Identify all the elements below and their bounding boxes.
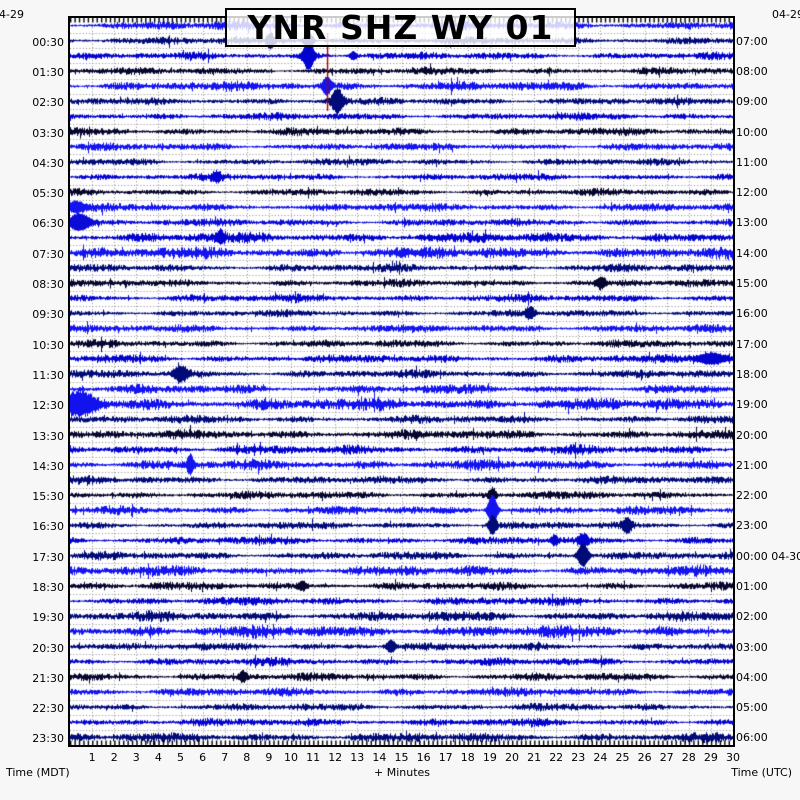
minute-tick-label: 13 [350, 751, 365, 764]
minute-tick-label: 7 [221, 751, 229, 764]
station-title-box: YNR SHZ WY 01 [225, 8, 576, 47]
right-time-label-utc: 05:00 [736, 701, 768, 715]
minute-tick-label: 5 [177, 751, 184, 764]
minute-tick-label: 27 [659, 751, 674, 764]
minute-tick-label: 10 [284, 751, 298, 764]
minute-tick-label: 28 [681, 751, 696, 764]
minute-tick-label: 30 [726, 751, 740, 764]
left-time-label-mdt: 09:30 [32, 308, 64, 322]
left-time-label-mdt: 22:30 [32, 702, 64, 716]
left-time-label-mdt: 18:30 [32, 580, 64, 594]
left-time-label-mdt: 23:30 [32, 732, 64, 746]
left-time-label-mdt: 16:30 [32, 520, 64, 534]
left-time-label-mdt: 19:30 [32, 611, 64, 625]
left-time-label-mdt: 12:30 [32, 399, 64, 413]
minute-tick-label: 16 [416, 751, 431, 764]
left-time-label-mdt: 10:30 [32, 338, 64, 352]
right-time-label-utc: 10:00 [736, 125, 768, 139]
right-time-label-utc: 19:00 [736, 398, 768, 412]
minute-tick-label: 12 [328, 751, 343, 764]
right-time-label-utc: 08:00 [736, 65, 768, 78]
right-time-label-utc: 16:00 [736, 307, 768, 321]
left-time-label-mdt: 17:30 [32, 550, 64, 564]
right-time-label-utc: 13:00 [736, 216, 768, 230]
left-time-label-mdt: 03:30 [32, 126, 64, 140]
minute-tick-label: 8 [243, 751, 251, 764]
right-time-label-utc: 21:00 [736, 458, 768, 472]
minute-tick-label: 6 [199, 751, 207, 764]
right-time-label-utc: 17:00 [736, 337, 768, 351]
minute-tick-label: 2 [110, 751, 118, 764]
minute-tick-label: 1 [88, 751, 96, 764]
right-time-label-utc: 09:00 [736, 95, 768, 109]
minute-tick-label: 4 [154, 751, 162, 764]
date-top-right: 04-29 [772, 8, 800, 21]
left-axis-caption: Time (MDT) [6, 766, 70, 779]
left-time-label-mdt: 11:30 [32, 368, 64, 382]
left-time-label-mdt: 02:30 [32, 96, 64, 110]
right-time-label-utc: 12:00 [736, 186, 768, 200]
right-time-label-utc: 01:00 [736, 579, 768, 593]
minute-tick-label: 29 [703, 751, 718, 764]
left-time-label-mdt: 21:30 [32, 671, 64, 685]
right-time-label-utc: 04:00 [736, 670, 768, 684]
right-time-label-utc: 03:00 [736, 640, 768, 654]
minute-tick-label: 21 [527, 751, 542, 764]
right-time-label-utc: 23:00 [736, 519, 768, 533]
left-time-label-mdt: 00:30 [32, 35, 64, 49]
right-time-label-utc: 00:00 04-30 [736, 549, 800, 563]
left-time-label-mdt: 20:30 [32, 641, 64, 655]
minute-tick-label: 23 [571, 751, 586, 764]
left-time-label-mdt: 14:30 [32, 459, 64, 473]
left-time-label-mdt: 01:30 [32, 66, 64, 79]
right-time-label-utc: 15:00 [736, 277, 768, 291]
right-time-label-utc: 06:00 [736, 731, 768, 745]
minute-tick-label: 20 [505, 751, 519, 764]
right-time-label-utc: 11:00 [736, 155, 768, 169]
minute-tick-label: 11 [306, 751, 321, 764]
right-axis-caption: Time (UTC) [731, 766, 792, 779]
left-time-label-mdt: 08:30 [32, 278, 64, 292]
minute-tick-label: 9 [265, 751, 273, 764]
minute-tick-label: 22 [549, 751, 564, 764]
station-title: YNR SHZ WY 01 [247, 8, 554, 47]
minute-tick-label: 14 [372, 751, 387, 764]
minute-tick-label: 19 [482, 751, 497, 764]
x-axis-caption: + Minutes [373, 766, 430, 779]
left-time-label-mdt: 06:30 [32, 217, 64, 231]
left-time-label-mdt: 05:30 [32, 187, 64, 201]
left-time-label-mdt: 15:30 [32, 490, 64, 504]
helicorder-plot-area [68, 16, 735, 747]
left-time-label-mdt: 13:30 [32, 429, 64, 443]
minute-tick-label: 15 [394, 751, 409, 764]
left-time-label-mdt: 07:30 [32, 247, 64, 261]
minute-tick-label: 24 [593, 751, 608, 764]
minute-tick-label: 3 [132, 751, 140, 764]
right-time-label-utc: 14:00 [736, 246, 768, 260]
minute-tick-label: 25 [615, 751, 630, 764]
left-time-label-mdt: 04:30 [32, 156, 64, 170]
right-time-label-utc: 02:00 [736, 610, 768, 624]
right-time-label-utc: 18:00 [736, 367, 768, 381]
minute-tick-label: 26 [637, 751, 652, 764]
date-top-left: 04-29 [0, 8, 24, 21]
right-time-label-utc: 22:00 [736, 489, 768, 503]
minute-tick-label: 18 [460, 751, 475, 764]
right-time-label-utc: 20:00 [736, 428, 768, 442]
minute-tick-label: 17 [438, 751, 453, 764]
right-time-label-utc: 07:00 [736, 34, 768, 48]
